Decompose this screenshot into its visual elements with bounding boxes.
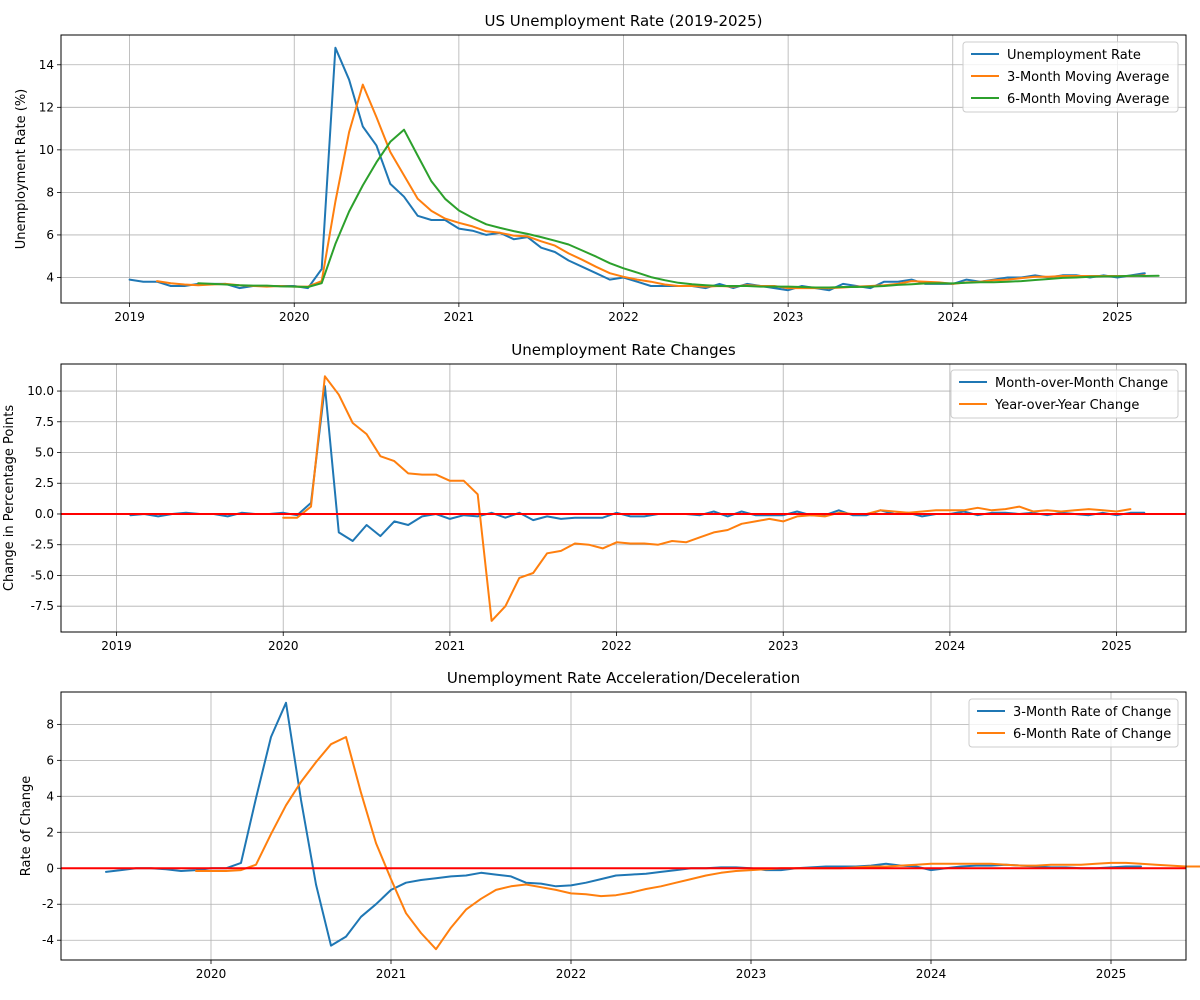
x-tick-label: 2025 <box>1096 967 1127 981</box>
axes-frame <box>60 363 1187 633</box>
y-tick-label: 5.0 <box>35 446 54 460</box>
legend-label-6-month-moving-average: 6-Month Moving Average <box>1007 92 1169 107</box>
x-tick-label: 2020 <box>279 310 310 324</box>
x-tick-label: 2024 <box>916 967 947 981</box>
legend-label-3-month-rate-of-change: 3-Month Rate of Change <box>1013 705 1171 720</box>
y-tick-label: -2 <box>42 897 54 911</box>
legend: 3-Month Rate of Change 6-Month Rate of C… <box>968 698 1179 748</box>
x-tick-label: 2022 <box>601 639 632 653</box>
x-tick-label: 2025 <box>1102 310 1133 324</box>
x-tick-label: 2021 <box>376 967 407 981</box>
chart-title: US Unemployment Rate (2019-2025) <box>485 12 763 30</box>
x-tick-label: 2020 <box>268 639 299 653</box>
y-axis-label: Unemployment Rate (%) <box>14 89 29 250</box>
y-tick-label: 4 <box>46 789 54 803</box>
x-tick-label: 2023 <box>773 310 804 324</box>
x-tick-label: 2023 <box>736 967 767 981</box>
y-axis-label: Change in Percentage Points <box>2 405 17 591</box>
legend-box <box>962 41 1179 113</box>
legend-label-year-over-year-change: Year-over-Year Change <box>994 398 1139 413</box>
y-tick-label: 6 <box>46 228 54 242</box>
series-line-3-month-moving-average <box>156 83 1146 290</box>
y-tick-label: -5.0 <box>31 568 54 582</box>
x-tick-label: 2022 <box>608 310 639 324</box>
chart-title: Unemployment Rate Changes <box>511 341 736 359</box>
tick-layer: 2019 2020 2021 2022 2023 2024 2025 4 6 8 10 12 14 <box>39 58 1133 324</box>
x-tick-label: 2019 <box>101 639 132 653</box>
panel-acceleration: 2020 2021 2022 2023 2024 2025 -4 -2 0 2 4 6 8 Unempl… <box>19 669 1200 981</box>
x-tick-label: 2021 <box>444 310 475 324</box>
plot-layer <box>61 701 1200 951</box>
y-tick-label: 8 <box>46 185 54 199</box>
legend-box <box>950 369 1179 419</box>
y-tick-label: 4 <box>46 270 54 284</box>
x-tick-label: 2022 <box>556 967 587 981</box>
x-tick-label: 2025 <box>1101 639 1132 653</box>
y-tick-label: -4 <box>42 933 54 947</box>
x-tick-label: 2020 <box>196 967 227 981</box>
y-tick-label: 2 <box>46 825 54 839</box>
legend-box <box>968 698 1179 748</box>
legend-label-month-over-month-change: Month-over-Month Change <box>995 376 1168 391</box>
x-tick-label: 2019 <box>114 310 145 324</box>
x-tick-label: 2021 <box>435 639 466 653</box>
tick-layer: 2020 2021 2022 2023 2024 2025 -4 -2 0 2 4 6 8 <box>42 717 1126 981</box>
axes-frame <box>60 691 1187 961</box>
tick-layer: 2019 2020 2021 2022 2023 2024 2025 -7.5 -5.0 -2.5… <box>27 384 1132 653</box>
series-line-3-month-rate-of-change <box>105 701 1142 947</box>
x-tick-label: 2024 <box>935 639 966 653</box>
y-tick-label: 6 <box>46 753 54 767</box>
plot-layer <box>61 375 1186 622</box>
y-tick-label: 12 <box>39 100 54 114</box>
y-tick-label: -2.5 <box>31 538 54 552</box>
legend: Unemployment Rate 3-Month Moving Average… <box>962 41 1179 113</box>
y-tick-label: 10 <box>39 143 54 157</box>
y-tick-label: -7.5 <box>31 599 54 613</box>
legend: Month-over-Month Change Year-over-Year C… <box>950 369 1179 419</box>
y-tick-label: 7.5 <box>35 415 54 429</box>
series-line-6-month-rate-of-change <box>195 736 1200 951</box>
series-line-6-month-moving-average <box>197 128 1160 289</box>
x-tick-label: 2023 <box>768 639 799 653</box>
y-tick-label: 14 <box>39 58 54 72</box>
legend-label-6-month-rate-of-change: 6-Month Rate of Change <box>1013 727 1171 742</box>
x-tick-label: 2024 <box>937 310 968 324</box>
y-tick-label: 0 <box>46 861 54 875</box>
y-axis-label: Rate of Change <box>19 776 34 876</box>
y-tick-label: 8 <box>46 717 54 731</box>
y-tick-label: 0.0 <box>35 507 54 521</box>
chart-title: Unemployment Rate Acceleration/Decelerat… <box>447 669 800 687</box>
panel-rate-changes: 2019 2020 2021 2022 2023 2024 2025 -7.5 -5.0 -2.5… <box>2 341 1187 653</box>
legend-label-unemployment-rate: Unemployment Rate <box>1007 48 1141 63</box>
y-tick-label: 10.0 <box>27 384 54 398</box>
y-tick-label: 2.5 <box>35 476 54 490</box>
plot-layer <box>128 46 1160 292</box>
series-line-year-over-year-change <box>282 375 1132 622</box>
panel-unemployment-rate: 2019 2020 2021 2022 2023 2024 2025 4 6 8 10 12 14 US… <box>14 12 1187 324</box>
legend-label-3-month-moving-average: 3-Month Moving Average <box>1007 70 1169 85</box>
